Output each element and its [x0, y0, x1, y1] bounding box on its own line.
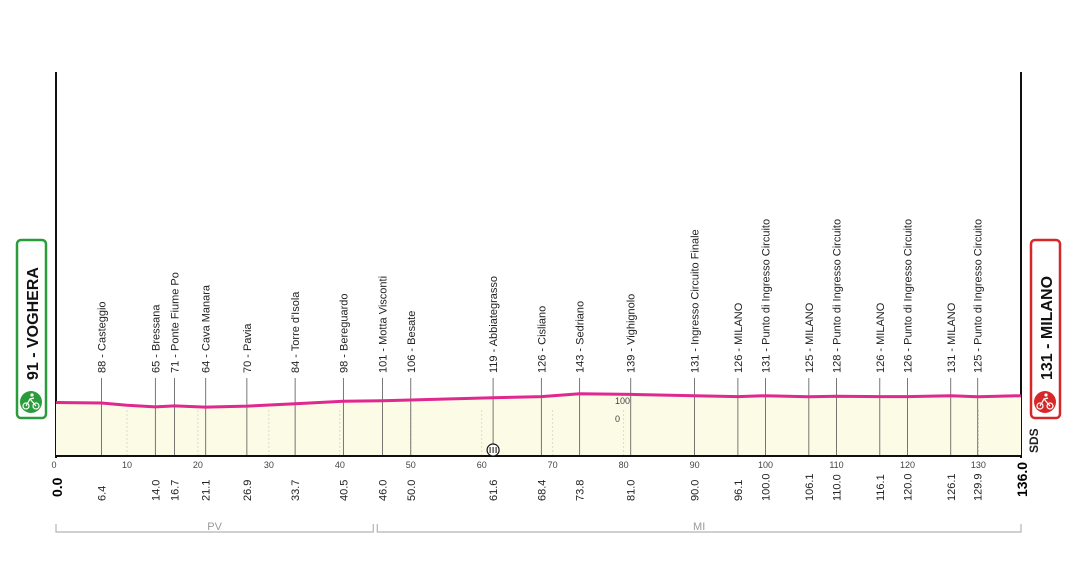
finish-badge: 131 - MILANO: [1029, 238, 1062, 420]
waypoint-label: 125 - Punto di Ingresso Circuito: [973, 219, 985, 373]
waypoint-label: 128 - Punto di Ingresso Circuito: [832, 219, 844, 373]
waypoint-label: 101 - Motta Visconti: [377, 276, 389, 373]
waypoint-label: 139 - Vighignolo: [626, 294, 638, 373]
km-tick: 120: [900, 460, 915, 470]
waypoint-km: 33.7: [290, 480, 302, 501]
km-tick: 0: [51, 460, 56, 470]
waypoint-km: 100.0: [761, 473, 773, 501]
waypoint-km: 26.9: [242, 480, 254, 501]
start-city-label: 91 - VOGHERA: [25, 267, 42, 380]
km-tick: 100: [758, 460, 773, 470]
km-tick: 20: [193, 460, 203, 470]
km-tick: 10: [122, 460, 132, 470]
waypoint-km: 16.7: [169, 480, 181, 501]
km-tick: 60: [477, 460, 487, 470]
waypoint-lines: [101, 378, 979, 456]
waypoint-label: 125 - MILANO: [804, 302, 816, 373]
waypoint-label: 64 - Cava Manara: [201, 284, 213, 373]
km-tick: 90: [690, 460, 700, 470]
sprint-icon: [486, 443, 500, 457]
start-cyclist-icon: [20, 391, 42, 413]
waypoint-label: 131 - MILANO: [946, 302, 958, 373]
elevation-line: [55, 392, 1022, 409]
waypoint-label: 88 - Casteggio: [96, 301, 108, 373]
province-bracket: [55, 524, 374, 533]
km-ticks: 10 20 30 40 50 60 70 80 90 100 110 120 130 0: [51, 460, 985, 470]
province-label: PV: [207, 521, 222, 533]
km-tick: 110: [829, 460, 843, 470]
organizer-logo: SDS: [1027, 428, 1041, 453]
start-km-label: 0.0: [49, 477, 65, 497]
altitude-100-label: 100: [615, 396, 630, 406]
waypoint-km: 46.0: [377, 480, 389, 501]
waypoint-km: 14.0: [150, 480, 162, 501]
waypoint-km: 96.1: [733, 480, 745, 501]
waypoint-km: 126.1: [946, 473, 958, 501]
waypoint-km: 81.0: [626, 480, 638, 501]
finish-cyclist-icon: [1034, 391, 1056, 413]
waypoint-km: 110.0: [832, 474, 844, 501]
waypoint-label: 131 - Punto di Ingresso Circuito: [761, 219, 773, 373]
waypoint-km: 21.1: [201, 480, 213, 501]
altitude-0-label: 0: [615, 414, 620, 424]
km-tick: 30: [264, 460, 274, 470]
waypoint-label: 126 - MILANO: [875, 302, 887, 373]
waypoint-km: 6.4: [96, 486, 108, 501]
province-brackets: PV MI: [55, 521, 1022, 533]
elevation-area: [56, 393, 1021, 456]
km-tick: 50: [406, 460, 416, 470]
waypoint-label: 98 - Bereguardo: [338, 294, 350, 374]
waypoint-label: 84 - Torre d'Isola: [290, 291, 302, 373]
waypoint-labels: 88 - Casteggio 65 - Bressana 71 - Ponte Fi…: [96, 219, 984, 373]
waypoint-label: 131 - Ingresso Circuito Finale: [690, 229, 702, 373]
waypoint-km-labels: 6.4 14.0 16.7 21.1 26.9 33.7 40.5 46.0 50.0 61.6 6…: [96, 473, 984, 501]
waypoint-label: 143 - Sedriano: [575, 301, 587, 373]
km-tick: 40: [335, 460, 345, 470]
waypoint-label: 126 - Cisliano: [536, 306, 548, 373]
km-tick: 130: [971, 460, 986, 470]
province-bracket: [376, 524, 1022, 533]
waypoint-label: 65 - Bressana: [150, 304, 162, 373]
waypoint-km: 40.5: [338, 480, 350, 501]
waypoint-km: 90.0: [690, 480, 702, 501]
waypoint-label: 106 - Besate: [406, 311, 418, 373]
waypoint-label: 126 - Punto di Ingresso Circuito: [902, 219, 914, 373]
waypoint-km: 129.9: [973, 473, 985, 501]
waypoint-label: 70 - Pavia: [242, 323, 254, 373]
start-badge: 91 - VOGHERA: [15, 238, 48, 420]
waypoint-label: 126 - MILANO: [733, 302, 745, 373]
end-km-label: 136.0: [1014, 462, 1030, 497]
waypoint-km: 50.0: [406, 480, 418, 501]
waypoint-km: 106.1: [804, 473, 816, 501]
waypoint-km: 68.4: [536, 480, 548, 501]
province-label: MI: [693, 521, 705, 533]
waypoint-km: 73.8: [575, 480, 587, 501]
waypoint-km: 120.0: [902, 473, 914, 501]
waypoint-km: 61.6: [488, 480, 500, 501]
km-tick: 70: [548, 460, 558, 470]
km-tick: 80: [619, 460, 629, 470]
waypoint-label: 71 - Ponte Fiume Po: [169, 272, 181, 373]
waypoint-km: 116.1: [875, 474, 887, 501]
waypoint-label: 119 - Abbiategrasso: [488, 276, 500, 373]
finish-city-label: 131 - MILANO: [1039, 276, 1056, 380]
